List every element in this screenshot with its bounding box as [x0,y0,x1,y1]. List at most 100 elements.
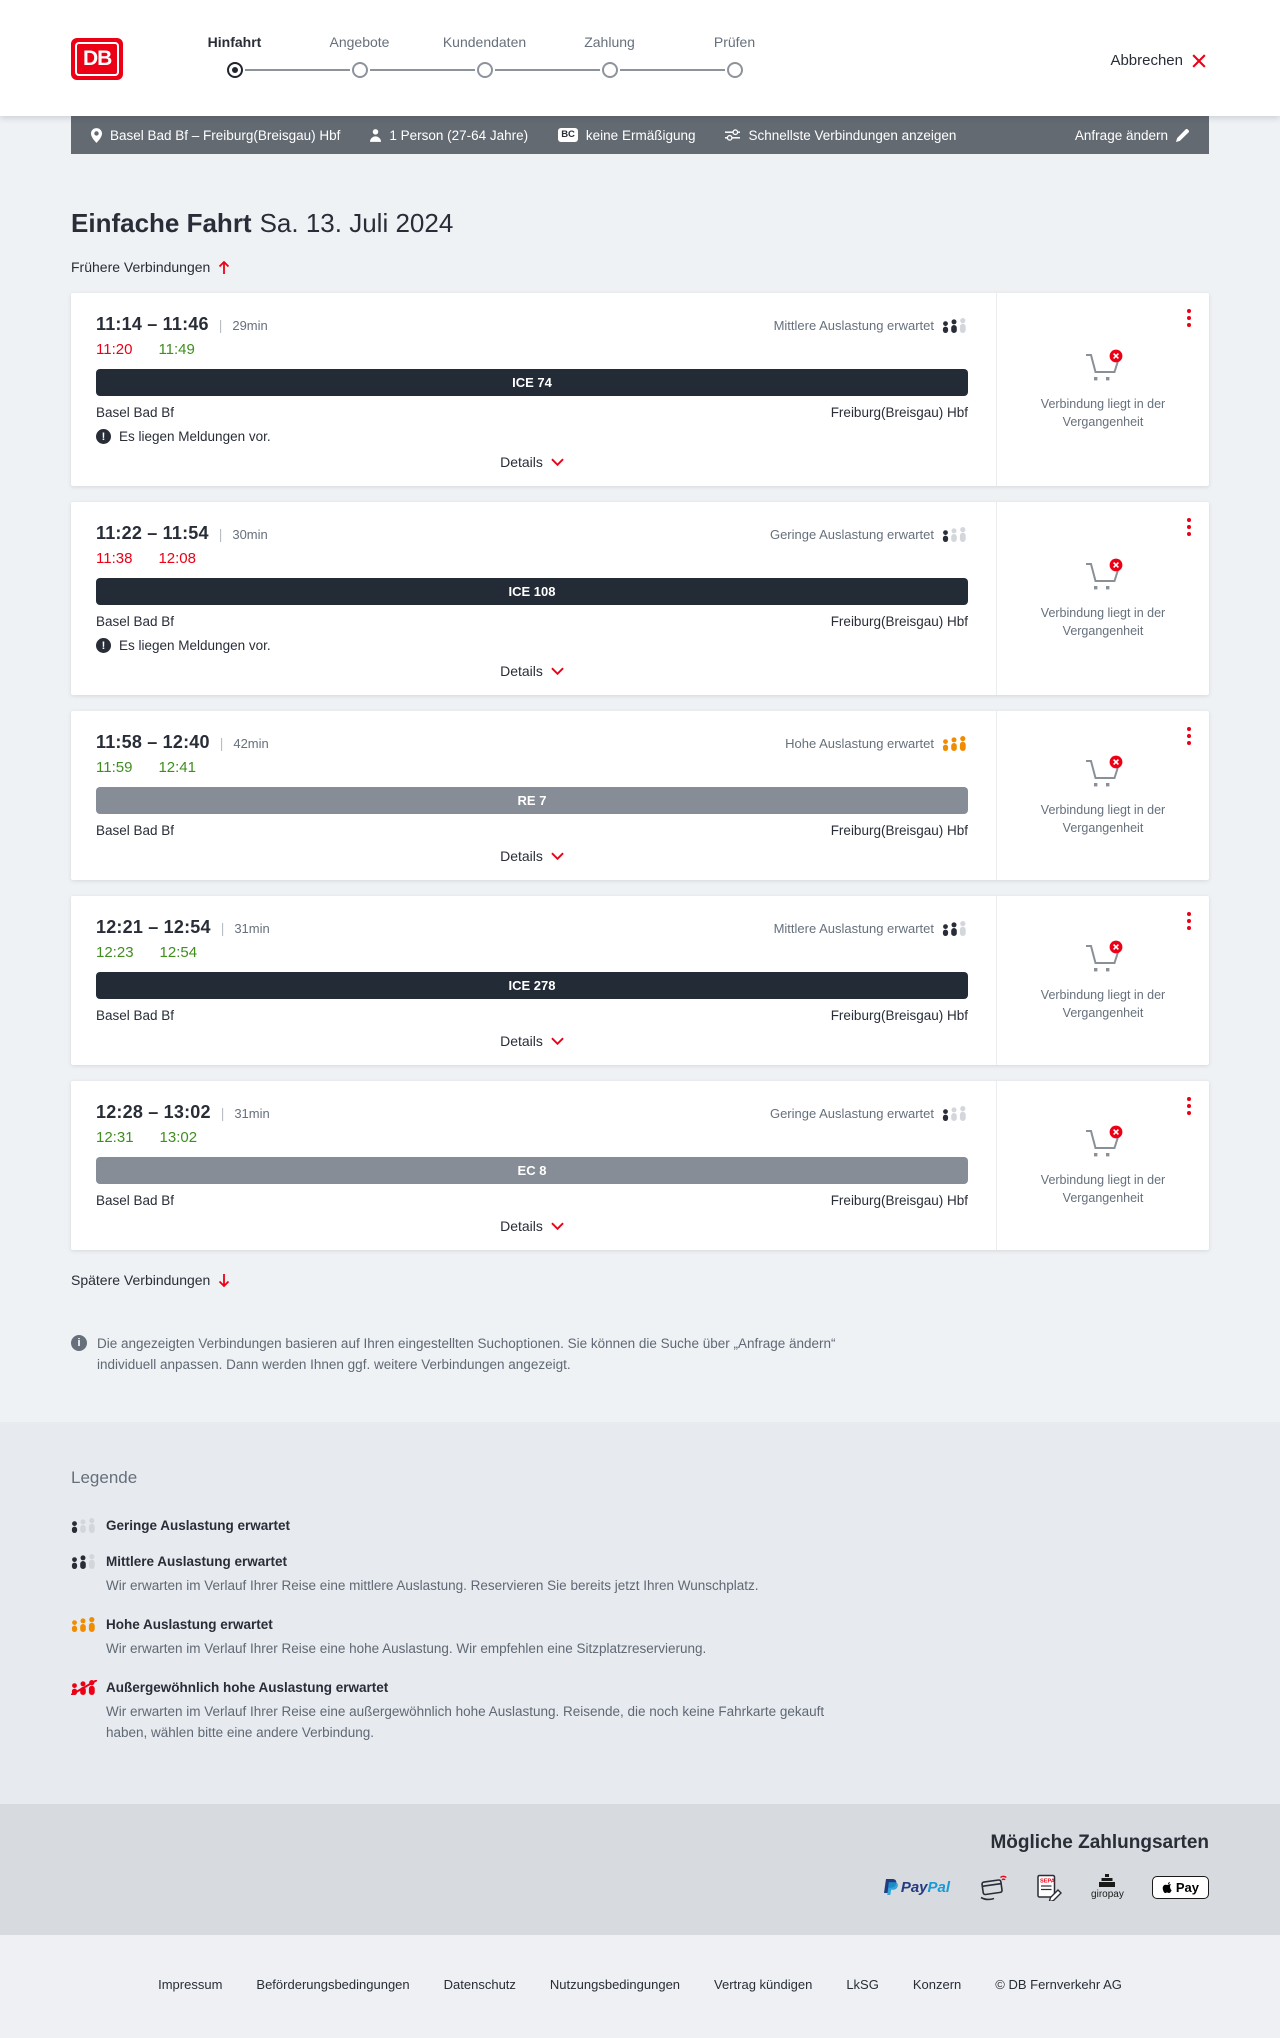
destination-station: Freiburg(Breisgau) Hbf [830,1008,968,1023]
more-options-button[interactable] [1185,908,1193,934]
legend-description: Wir erwarten im Verlauf Ihrer Reise eine… [106,1641,707,1657]
details-button[interactable]: Details [500,848,564,864]
cart-unavailable-icon [1086,349,1123,381]
details-button[interactable]: Details [500,454,564,470]
connection-side-panel: Verbindung liegt in der Vergangenheit [997,502,1209,695]
separator: | [219,735,224,751]
more-options-button[interactable] [1185,514,1193,540]
step-zahlung[interactable]: Zahlung [547,34,725,78]
footer-link-vertrag-kuendigen[interactable]: Vertrag kündigen [714,1976,813,1992]
step-label: Prüfen [713,34,756,50]
step-pruefen[interactable]: Prüfen [672,34,797,78]
time-range: 12:28 – 13:02 [96,1102,211,1122]
cart-unavailable-icon [1086,558,1123,590]
occupancy-icon [942,318,966,333]
close-icon [1192,53,1206,68]
warning-icon: ! [96,429,111,444]
credit-card-icon [980,1875,1007,1901]
warning-icon: ! [96,638,111,653]
destination-station: Freiburg(Breisgau) Hbf [830,823,968,838]
step-label: Zahlung [584,34,635,50]
payment-methods-section: Mögliche Zahlungsarten PayPal SEPA girop… [0,1803,1280,1935]
messages-text: Es liegen Meldungen vor. [119,429,271,444]
step-kundendaten[interactable]: Kundendaten [422,34,600,78]
duration: 31min [234,1106,270,1121]
past-connection-note: Verbindung liegt in der Vergangenheit [1040,1173,1166,1205]
db-logo[interactable]: DB [71,38,124,80]
occupancy-icon [942,527,966,542]
more-options-button[interactable] [1185,1093,1193,1119]
more-options-button[interactable] [1185,723,1193,749]
details-button[interactable]: Details [500,1033,564,1049]
occupancy-icon [942,736,966,751]
footer-link-datenschutz[interactable]: Datenschutz [443,1976,516,1992]
step-dot [726,62,743,78]
train-line-bar: ICE 108 [96,578,968,605]
booking-stepper: Hinfahrt Angebote Kundendaten Zahlung Pr… [172,34,797,78]
time-range: 11:58 – 12:40 [96,732,210,752]
app-header: DB Hinfahrt Angebote Kundendaten Zahlung… [0,0,1280,116]
footer-link-befoerderungsbedingungen[interactable]: Beförderungsbedingungen [256,1976,410,1992]
fastest-connections-summary: Schnellste Verbindungen anzeigen [725,128,956,143]
origin-station: Basel Bad Bf [96,614,175,629]
destination-station: Freiburg(Breisgau) Hbf [830,405,968,420]
db-logo-text: DB [75,42,120,76]
connection-card: 12:28 – 13:02 | 31min Geringe Auslastung… [71,1081,1209,1250]
step-dot [601,62,618,78]
legend-label: Außergewöhnlich hohe Auslastung erwartet [106,1680,389,1696]
step-hinfahrt[interactable]: Hinfahrt [172,34,350,78]
details-button[interactable]: Details [500,1218,564,1234]
more-options-button[interactable] [1185,305,1193,331]
change-request-button[interactable]: Anfrage ändern [1075,128,1189,143]
details-button[interactable]: Details [500,663,564,679]
duration: 29min [232,318,268,333]
info-text: Die angezeigten Verbindungen basieren au… [97,1336,836,1372]
cancel-button[interactable]: Abbrechen [1110,52,1206,69]
time-range: 12:21 – 12:54 [96,917,211,937]
footer-link-impressum[interactable]: Impressum [158,1976,223,1992]
legend-label: Mittlere Auslastung erwartet [106,1553,288,1569]
occupancy-label: Geringe Auslastung erwartet [769,1106,934,1121]
discount-summary: BC keine Ermäßigung [558,128,695,143]
footer-link-nutzungsbedingungen[interactable]: Nutzungsbedingungen [549,1976,681,1992]
duration: 31min [234,921,270,936]
origin-station: Basel Bad Bf [96,1008,175,1023]
realtime-arrival: 11:49 [158,341,195,358]
past-connection-note: Verbindung liegt in der Vergangenheit [1040,803,1166,835]
giropay-icon: giropay [1091,1874,1124,1900]
apple-pay-icon: Pay [1151,1875,1209,1899]
footer-link-lksg[interactable]: LkSG [846,1976,879,1992]
connection-side-panel: Verbindung liegt in der Vergangenheit [997,1081,1209,1250]
location-pin-icon [91,127,102,143]
details-label: Details [500,848,543,864]
duration: 30min [232,527,268,542]
occupancy-exceptional-icon [71,1680,97,1696]
duration: 42min [233,736,269,751]
separator: | [220,920,225,936]
main-content: Einfache Fahrt Sa. 13. Juli 2024 Frühere … [71,154,1209,1422]
realtime-departure: 11:38 [96,550,133,567]
realtime-arrival: 12:54 [159,944,198,961]
step-angebote[interactable]: Angebote [297,34,475,78]
cancel-label: Abbrechen [1110,52,1183,69]
cart-unavailable-icon [1086,940,1123,972]
connection-card: 12:21 – 12:54 | 31min Mittlere Auslastun… [71,896,1209,1065]
chevron-down-icon [551,458,564,466]
earlier-connections-link[interactable]: Frühere Verbindungen [71,259,230,275]
train-line-bar: RE 7 [96,787,968,814]
occupancy-label: Mittlere Auslastung erwartet [773,921,934,936]
messages-row: ! Es liegen Meldungen vor. [96,429,968,444]
cart-unavailable-icon [1086,755,1123,787]
cart-unavailable-icon [1086,1125,1123,1157]
sepa-direct-debit-icon: SEPA [1037,1874,1063,1901]
chevron-down-icon [551,1222,564,1230]
origin-station: Basel Bad Bf [96,1193,175,1208]
search-summary-bar: Basel Bad Bf – Freiburg(Breisgau) Hbf 1 … [71,116,1209,154]
footer-link-konzern[interactable]: Konzern [912,1976,962,1992]
legend-item-medium-occupancy: Mittlere Auslastung erwartet Wir erwarte… [71,1553,1209,1596]
details-label: Details [500,663,543,679]
later-connections-link[interactable]: Spätere Verbindungen [71,1272,230,1288]
details-label: Details [500,1033,543,1049]
train-line-bar: ICE 74 [96,369,968,396]
chevron-down-icon [551,667,564,675]
